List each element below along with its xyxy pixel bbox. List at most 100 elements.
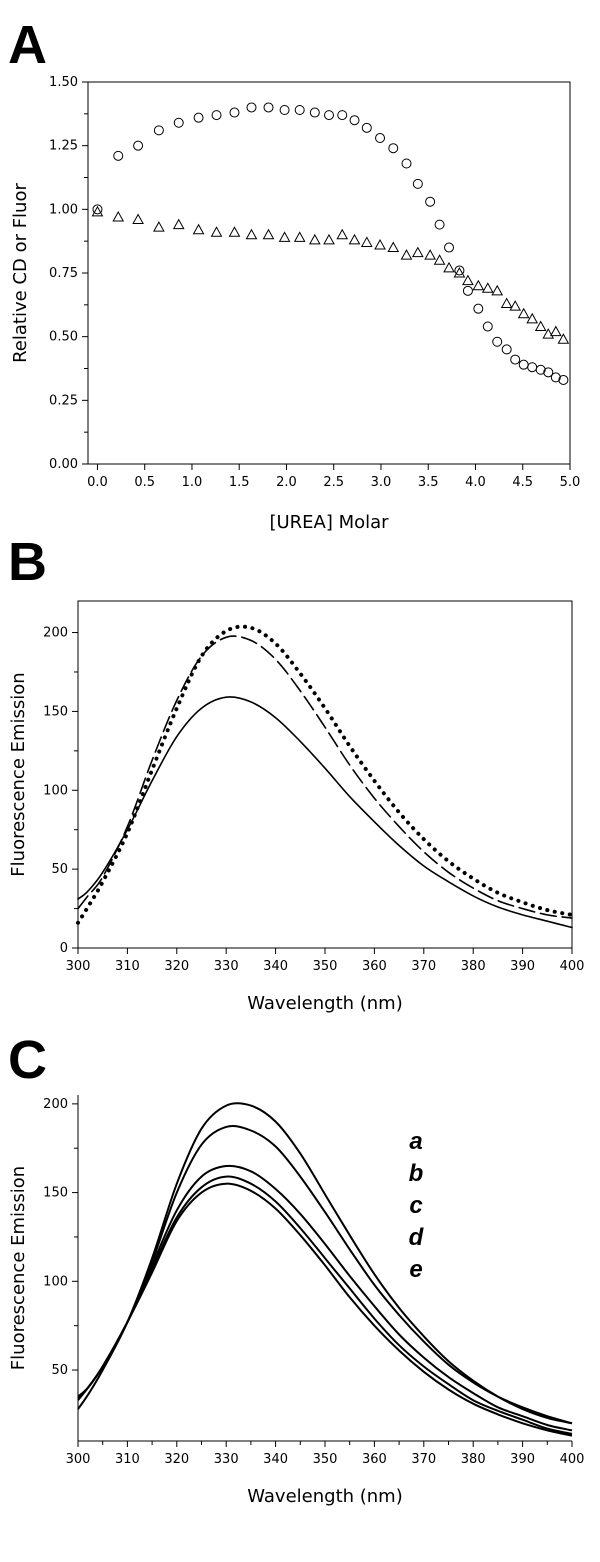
- x-tick-label: 0.0: [87, 475, 108, 490]
- legend-label: a: [409, 1128, 422, 1155]
- x-tick-label: 0.5: [134, 475, 155, 490]
- x-tick-label: 310: [115, 959, 140, 974]
- x-tick-label: 390: [510, 1452, 535, 1467]
- circle-point: [337, 110, 348, 121]
- triangle-point: [245, 228, 258, 240]
- triangle-point: [192, 223, 205, 235]
- y-tick-label: 1.00: [49, 202, 78, 217]
- series-line-dashed: [77, 635, 573, 919]
- triangle-point: [542, 328, 555, 339]
- circle-point: [279, 105, 290, 116]
- circle-point: [361, 122, 372, 133]
- triangle-point: [443, 261, 455, 273]
- circle-point: [501, 344, 512, 355]
- triangle-point: [153, 221, 165, 232]
- circle-point: [510, 354, 521, 365]
- chart-c: 300 310 320 330 340 350 360 370 380 390 400 50 100 15…: [8, 1095, 584, 1507]
- x-tick-label: 300: [66, 1452, 91, 1467]
- x-tick-label: 5.0: [560, 475, 581, 490]
- circle-point: [535, 364, 546, 375]
- x-axis-title: Wavelength (nm): [247, 1486, 403, 1507]
- chart-b: 300 310 320 330 340 350 360 370 380 390 400 0 50 100 1…: [8, 600, 585, 1014]
- circle-point: [518, 359, 529, 370]
- circle-point: [550, 372, 561, 383]
- circle-point: [473, 303, 484, 314]
- x-axis-title: [UREA] Molar: [269, 512, 389, 533]
- circle-point: [349, 115, 360, 126]
- y-tick-label: 0.75: [49, 266, 78, 281]
- x-tick-label: 350: [313, 1452, 338, 1467]
- y-axis-title: Fluorescence Emission: [8, 1166, 29, 1370]
- x-tick-label: 1.5: [229, 475, 250, 490]
- y-tick-label: 150: [43, 1186, 68, 1201]
- x-tick-label: 380: [461, 959, 486, 974]
- triangle-point: [323, 233, 335, 245]
- circle-point: [425, 196, 436, 207]
- y-tick-label: 1.25: [49, 139, 78, 154]
- circle-point: [482, 321, 493, 332]
- x-tick-label: 4.0: [465, 475, 486, 490]
- triangle-point: [360, 236, 373, 247]
- triangle-point: [228, 226, 241, 237]
- circle-point: [211, 110, 222, 121]
- x-tick-label: 320: [164, 959, 189, 974]
- triangle-point: [400, 249, 413, 260]
- circle-point: [492, 336, 503, 347]
- circle-point: [113, 150, 124, 161]
- circle-point: [153, 125, 164, 136]
- x-tick-label: 390: [510, 959, 535, 974]
- x-tick-label: 3.5: [418, 475, 439, 490]
- y-tick-label: 0: [60, 941, 68, 956]
- circle-point: [92, 204, 103, 215]
- x-tick-label: 330: [214, 959, 239, 974]
- x-tick-label: 370: [411, 1452, 436, 1467]
- x-tick-label: 1.0: [182, 475, 203, 490]
- circle-point: [434, 219, 445, 230]
- legend-label: d: [409, 1224, 425, 1251]
- triangle-point: [462, 274, 474, 286]
- x-tick-label: 4.5: [512, 475, 533, 490]
- triangle-point: [308, 233, 321, 245]
- panel-b: B 300 310 320 330 340 350 360 370 380 390 400 0 50 10…: [0, 525, 600, 1025]
- series-line: [77, 1182, 573, 1437]
- triangle-point: [210, 226, 223, 237]
- series-line: [77, 1175, 573, 1435]
- triangle-point: [387, 241, 400, 253]
- triangle-point: [472, 279, 485, 291]
- triangle-point: [534, 320, 547, 331]
- circle-point: [263, 102, 274, 113]
- x-tick-label: 300: [66, 959, 91, 974]
- triangle-point: [491, 284, 504, 296]
- y-axis-title: Fluorescence Emission: [8, 672, 29, 876]
- circle-point: [324, 110, 334, 121]
- circle-point: [527, 362, 538, 373]
- legend-label: e: [409, 1256, 422, 1283]
- x-tick-label: 400: [560, 959, 585, 974]
- circle-point: [133, 140, 144, 151]
- circle-point: [173, 117, 184, 128]
- panel-c: C 300 310 320 330 340 350 360 370 380 390 400 50 100…: [0, 1025, 600, 1562]
- legend-label: c: [409, 1192, 422, 1219]
- triangle-point: [262, 228, 275, 240]
- circle-point: [454, 265, 465, 276]
- triangle-point: [526, 312, 539, 324]
- circle-point: [462, 285, 473, 296]
- x-tick-label: 340: [263, 1452, 288, 1467]
- triangle-point: [374, 238, 386, 250]
- y-tick-label: 0.25: [49, 393, 78, 408]
- triangle-point: [453, 266, 466, 278]
- x-tick-label: 330: [214, 1452, 239, 1467]
- x-axis-title: Wavelength (nm): [247, 993, 403, 1014]
- series-line-dotted: [76, 624, 574, 925]
- circle-point: [246, 102, 257, 113]
- panel-a: A 0.0 0.5 1.0 1.5 2.0 2.5 3.0 3.5 4.0 4.5 5.0 0.00 0…: [0, 0, 600, 533]
- panel-c-letter: C: [8, 1030, 47, 1090]
- y-tick-label: 1.50: [49, 75, 78, 90]
- triangle-point: [91, 205, 104, 217]
- y-tick-label: 100: [43, 1274, 68, 1289]
- circle-point: [412, 178, 423, 189]
- y-tick-label: 150: [43, 704, 68, 719]
- triangle-point: [500, 297, 513, 309]
- plot-frame: [77, 600, 573, 949]
- triangle-point: [411, 246, 424, 258]
